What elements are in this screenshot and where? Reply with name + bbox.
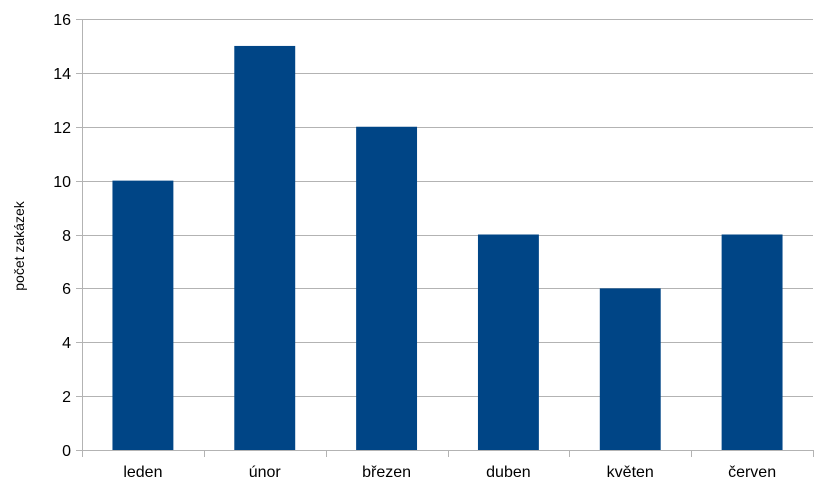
x-tick-label: duben <box>486 464 531 481</box>
x-tick-label: květen <box>607 464 654 481</box>
y-tick-labels: 0 2 4 6 8 10 12 14 16 <box>53 12 71 460</box>
axes <box>76 19 814 457</box>
bar-květen <box>599 288 661 450</box>
y-tick-label: 8 <box>62 228 71 245</box>
bar-březen <box>356 126 418 450</box>
bar-červen <box>721 234 783 450</box>
x-tick-label: červen <box>728 464 776 481</box>
x-tick-label: únor <box>249 464 282 481</box>
bar-leden <box>112 180 174 450</box>
x-tick-label: leden <box>123 464 162 481</box>
y-tick-label: 16 <box>53 12 71 29</box>
y-tick-label: 14 <box>53 66 71 83</box>
y-tick-label: 6 <box>62 281 71 298</box>
bar-únor <box>234 45 296 450</box>
y-tick-label: 0 <box>62 443 71 460</box>
y-tick-label: 10 <box>53 174 71 191</box>
bar-duben <box>477 234 539 450</box>
y-tick-label: 12 <box>53 120 71 137</box>
y-tick-label: 2 <box>62 389 71 406</box>
y-tick-label: 4 <box>62 335 71 352</box>
x-tick-labels: leden únor březen duben květen červen <box>123 464 776 481</box>
bars <box>112 45 783 450</box>
x-tick-label: březen <box>362 464 411 481</box>
gridlines <box>82 19 813 397</box>
y-axis-title: počet zakázek <box>11 200 27 290</box>
